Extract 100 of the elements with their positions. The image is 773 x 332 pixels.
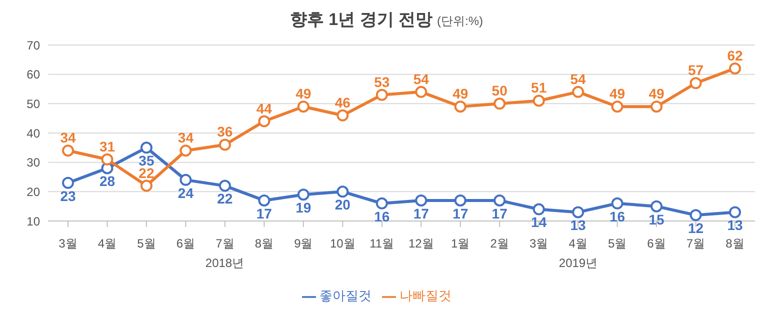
point bbox=[180, 144, 192, 157]
y-tick-label: 50 bbox=[26, 96, 40, 111]
x-tick-label: 4월 bbox=[98, 236, 117, 251]
data-label: 17 bbox=[413, 205, 430, 222]
x-tick-label: 12월 bbox=[408, 236, 434, 251]
point bbox=[415, 86, 428, 98]
data-label: 51 bbox=[531, 80, 547, 96]
data-label: 17 bbox=[256, 205, 272, 222]
data-label: 16 bbox=[610, 208, 626, 224]
x-tick-label: 6월 bbox=[176, 236, 196, 251]
point bbox=[611, 197, 624, 210]
point bbox=[454, 100, 466, 113]
data-label: 19 bbox=[296, 200, 312, 216]
x-tick-label: 2월 bbox=[490, 236, 509, 251]
data-label: 44 bbox=[256, 100, 272, 116]
point bbox=[690, 77, 702, 90]
point bbox=[454, 194, 466, 206]
point bbox=[258, 115, 270, 128]
data-label: 36 bbox=[217, 124, 233, 140]
point bbox=[62, 144, 74, 157]
data-label: 14 bbox=[531, 214, 547, 230]
data-label: 49 bbox=[610, 86, 626, 102]
y-tick-label: 60 bbox=[26, 68, 40, 82]
data-label: 22 bbox=[217, 190, 233, 207]
y-tick-label: 30 bbox=[26, 156, 40, 170]
point bbox=[180, 174, 192, 186]
point bbox=[532, 203, 545, 216]
legend-label: 나빠질것 bbox=[400, 288, 452, 303]
point bbox=[376, 88, 388, 101]
point bbox=[494, 98, 506, 110]
data-label: 53 bbox=[374, 74, 390, 90]
y-tick-label: 10 bbox=[26, 214, 40, 228]
data-label: 23 bbox=[60, 188, 76, 204]
point bbox=[729, 206, 741, 218]
point bbox=[101, 153, 114, 166]
data-label: 50 bbox=[492, 82, 508, 99]
point bbox=[572, 206, 584, 218]
x-tick-label: 6월 bbox=[647, 236, 666, 251]
data-label: 28 bbox=[99, 173, 116, 190]
y-tick-label: 20 bbox=[26, 184, 40, 199]
data-label: 16 bbox=[374, 208, 390, 224]
point bbox=[494, 194, 506, 206]
text: 2018년 bbox=[204, 255, 246, 272]
point bbox=[140, 142, 152, 154]
x-tick-label: 7월 bbox=[216, 236, 234, 251]
x-tick-label: 5월 bbox=[608, 236, 627, 251]
point bbox=[218, 138, 231, 151]
data-label: 46 bbox=[334, 94, 351, 110]
data-label: 62 bbox=[727, 47, 743, 64]
point bbox=[650, 200, 663, 212]
data-label: 17 bbox=[492, 205, 508, 222]
x-tick-label: 5월 bbox=[137, 236, 156, 251]
x-tick-label: 3월 bbox=[529, 236, 548, 251]
data-label: 12 bbox=[688, 220, 704, 236]
text: 2019년 bbox=[558, 255, 599, 272]
data-label: 31 bbox=[99, 138, 116, 154]
data-label: 17 bbox=[452, 205, 468, 222]
data-label: 49 bbox=[648, 86, 665, 102]
point bbox=[650, 100, 663, 113]
point bbox=[572, 86, 584, 98]
x-tick-label: 8월 bbox=[254, 236, 274, 251]
data-label: 13 bbox=[727, 217, 743, 234]
x-tick-label: 1월 bbox=[451, 236, 470, 251]
point bbox=[611, 100, 624, 113]
data-label: 34 bbox=[178, 130, 194, 146]
x-tick-label: 3월 bbox=[58, 236, 78, 251]
data-label: 49 bbox=[452, 86, 468, 102]
data-label: 24 bbox=[178, 184, 194, 201]
point bbox=[532, 94, 545, 107]
point bbox=[218, 180, 231, 192]
chart-title: 향후 1년 경기 전망 bbox=[290, 10, 433, 29]
point bbox=[690, 209, 702, 221]
chart-subtitle: (단위:%) bbox=[437, 14, 484, 28]
point bbox=[336, 186, 349, 198]
y-tick-label: 40 bbox=[26, 126, 40, 140]
data-label: 54 bbox=[570, 70, 586, 87]
data-label: 15 bbox=[648, 211, 665, 228]
x-tick-label: 9월 bbox=[294, 236, 313, 251]
y-tick-label: 70 bbox=[26, 38, 40, 52]
x-tick-label: 7월 bbox=[686, 236, 706, 251]
x-tick-label: 10월 bbox=[330, 236, 356, 251]
x-tick-label: 4월 bbox=[568, 236, 588, 251]
point bbox=[376, 197, 388, 210]
data-label: 57 bbox=[688, 62, 704, 78]
point bbox=[140, 180, 152, 192]
point bbox=[297, 100, 310, 113]
legend-label: 좋아질것 bbox=[320, 288, 372, 303]
point bbox=[297, 188, 310, 201]
data-label: 49 bbox=[296, 86, 312, 102]
point bbox=[415, 194, 428, 206]
data-label: 20 bbox=[334, 196, 351, 213]
data-label: 13 bbox=[570, 217, 586, 234]
data-label: 54 bbox=[413, 70, 430, 87]
data-label: 34 bbox=[60, 130, 76, 146]
point bbox=[336, 109, 349, 122]
point bbox=[258, 194, 270, 206]
x-tick-label: 11월 bbox=[370, 236, 394, 251]
x-tick-label: 8월 bbox=[726, 236, 744, 251]
point bbox=[729, 62, 741, 74]
point bbox=[62, 176, 74, 189]
